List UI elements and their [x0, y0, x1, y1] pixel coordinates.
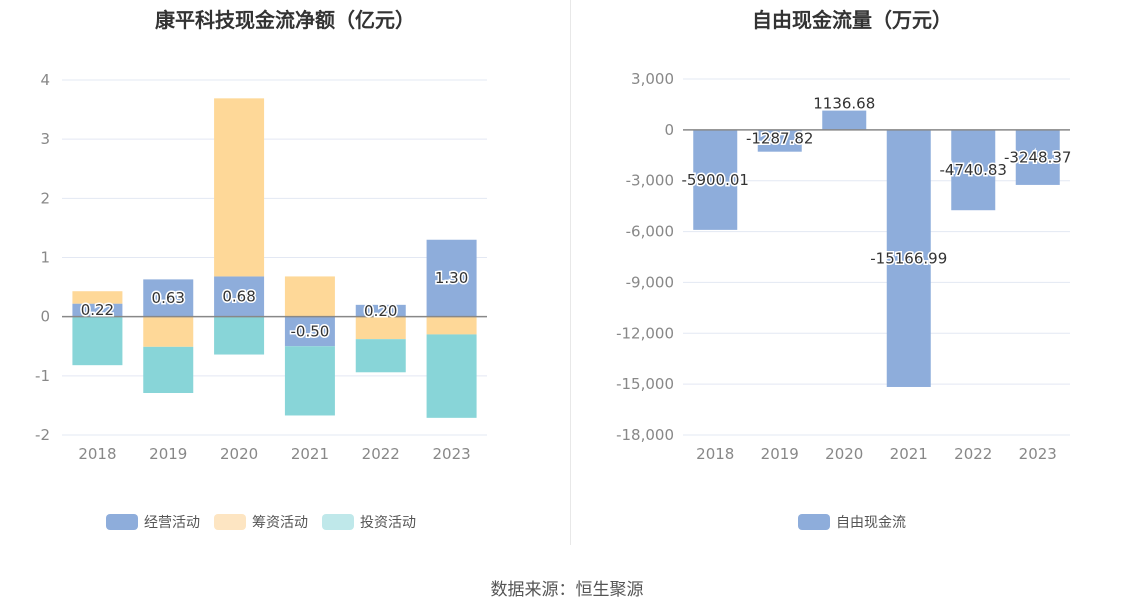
legend-financing[interactable]: 筹资活动 — [214, 512, 308, 532]
bar-投资活动-2020 — [214, 316, 265, 355]
bar-经营活动-2020 — [214, 276, 265, 317]
legend-label: 投资活动 — [360, 515, 416, 531]
y-tick-label: -2 — [35, 426, 50, 444]
y-tick-label: 0 — [664, 121, 674, 139]
x-tick-label: 2021 — [291, 445, 329, 463]
legend-label: 筹资活动 — [252, 515, 308, 531]
data-label: 0.20 — [364, 302, 397, 320]
bar-筹资活动-2021 — [284, 276, 335, 317]
bar-自由现金流-2019 — [757, 129, 802, 152]
y-tick-label: -6,000 — [626, 223, 674, 241]
y-tick-label: -12,000 — [616, 324, 674, 342]
y-tick-label: 2 — [40, 189, 50, 207]
data-label: 0.22 — [81, 301, 114, 319]
y-tick-label: -9,000 — [626, 273, 674, 291]
x-tick-label: 2020 — [825, 445, 863, 463]
legend-operating[interactable]: 经营活动 — [106, 512, 200, 532]
bar-经营活动-2021 — [284, 316, 335, 347]
data-label: 0.63 — [152, 289, 185, 307]
bar-筹资活动-2020 — [214, 98, 265, 277]
data-label: -5900.01 — [682, 171, 749, 189]
data-label: 0.68 — [222, 288, 255, 306]
y-tick-label: -3,000 — [626, 172, 674, 190]
x-tick-label: 2023 — [1019, 445, 1057, 463]
bar-投资活动-2023 — [426, 334, 477, 418]
y-tick-label: -1 — [35, 367, 50, 385]
bar-自由现金流-2020 — [822, 110, 867, 130]
bar-自由现金流-2021 — [886, 129, 931, 387]
bar-经营活动-2019 — [143, 279, 194, 317]
x-tick-label: 2021 — [890, 445, 928, 463]
bar-投资活动-2021 — [284, 346, 335, 416]
bar-自由现金流-2018 — [693, 129, 738, 230]
right-legend: 自由现金流 — [798, 512, 906, 532]
bar-自由现金流-2022 — [951, 129, 996, 211]
bar-投资活动-2018 — [72, 316, 123, 366]
bar-筹资活动-2018 — [72, 291, 123, 304]
x-tick-label: 2019 — [761, 445, 799, 463]
legend-label: 自由现金流 — [836, 515, 906, 531]
bar-经营活动-2022 — [355, 304, 406, 317]
left-legend: 经营活动 筹资活动 投资活动 — [106, 512, 416, 532]
x-tick-label: 2019 — [149, 445, 187, 463]
legend-swatch — [106, 514, 138, 530]
divider — [570, 0, 571, 545]
y-tick-label: 3,000 — [631, 70, 674, 88]
y-tick-label: -15,000 — [616, 375, 674, 393]
data-label: -0.50 — [291, 322, 330, 340]
data-label: 1.30 — [435, 269, 468, 287]
data-label: -1287.82 — [746, 130, 813, 148]
left-chart-title: 康平科技现金流净额（亿元） — [155, 8, 415, 32]
legend-swatch — [322, 514, 354, 530]
x-tick-label: 2022 — [954, 445, 992, 463]
y-tick-label: 1 — [40, 249, 50, 267]
right-chart-title: 自由现金流量（万元） — [752, 8, 952, 32]
legend-free-cash-flow[interactable]: 自由现金流 — [798, 512, 906, 532]
x-tick-label: 2020 — [220, 445, 258, 463]
bar-经营活动-2023 — [426, 239, 477, 317]
data-source: 数据来源：恒生聚源 — [490, 580, 644, 600]
legend-swatch — [798, 514, 830, 530]
bar-筹资活动-2023 — [426, 316, 477, 335]
y-tick-label: -18,000 — [616, 426, 674, 444]
legend-swatch — [214, 514, 246, 530]
legend-investing[interactable]: 投资活动 — [322, 512, 416, 532]
y-tick-label: 4 — [40, 71, 50, 89]
x-tick-label: 2023 — [432, 445, 470, 463]
bar-投资活动-2019 — [143, 346, 194, 393]
y-tick-label: 3 — [40, 130, 50, 148]
x-tick-label: 2018 — [696, 445, 734, 463]
data-label: -15166.99 — [870, 249, 947, 267]
data-label: -4740.83 — [940, 161, 1007, 179]
bar-筹资活动-2019 — [143, 316, 194, 347]
y-tick-label: 0 — [40, 308, 50, 326]
bar-经营活动-2018 — [72, 303, 123, 317]
legend-label: 经营活动 — [144, 515, 200, 531]
x-tick-label: 2018 — [78, 445, 116, 463]
x-tick-label: 2022 — [362, 445, 400, 463]
bar-投资活动-2022 — [355, 339, 406, 373]
bar-筹资活动-2022 — [355, 316, 406, 340]
data-label: -3248.37 — [1004, 148, 1071, 166]
data-label: 1136.68 — [813, 95, 875, 113]
bar-自由现金流-2023 — [1015, 129, 1060, 185]
